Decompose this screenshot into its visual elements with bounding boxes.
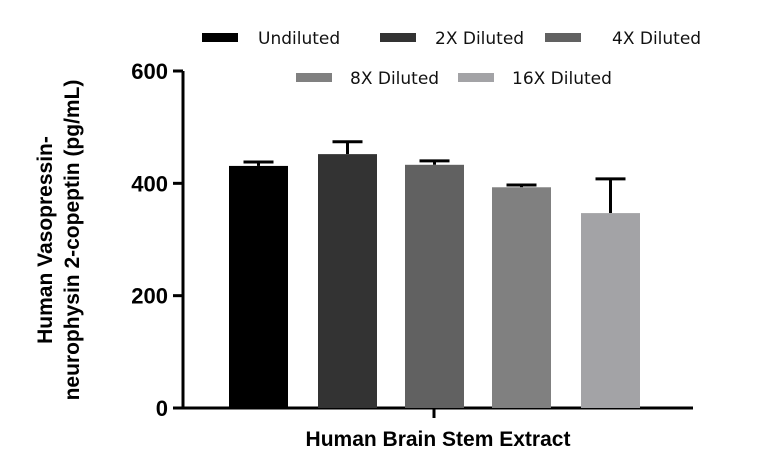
x-axis-title: Human Brain Stem Extract [306, 428, 571, 451]
y-tick-label: 200 [131, 284, 168, 309]
bar-4x-diluted [405, 164, 464, 408]
legend-label: 4X Diluted [612, 29, 701, 49]
bar-8x-diluted [492, 187, 551, 408]
bar-2x-diluted [318, 154, 377, 408]
legend-swatch [202, 33, 238, 42]
y-tick-label: 0 [156, 396, 168, 421]
legend-swatch [380, 33, 416, 42]
y-axis-title: Human Vasopressin-neurophysin 2-copeptin… [34, 80, 84, 401]
bar-undiluted [229, 165, 288, 408]
legend-label: 2X Diluted [435, 29, 524, 49]
legend-swatch [545, 33, 581, 42]
legend-label: Undiluted [258, 29, 340, 49]
legend-label: 8X Diluted [350, 69, 439, 89]
y-axis-title-line: neurophysin 2-copeptin (pg/mL) [61, 80, 84, 401]
bar-16x-diluted [581, 213, 640, 408]
legend-swatch [458, 73, 494, 82]
legend-swatch [296, 73, 332, 82]
y-tick-label: 600 [131, 59, 168, 84]
legend-label: 16X Diluted [512, 69, 612, 89]
y-tick-label: 400 [131, 171, 168, 196]
y-axis-title-line: Human Vasopressin- [34, 136, 57, 344]
